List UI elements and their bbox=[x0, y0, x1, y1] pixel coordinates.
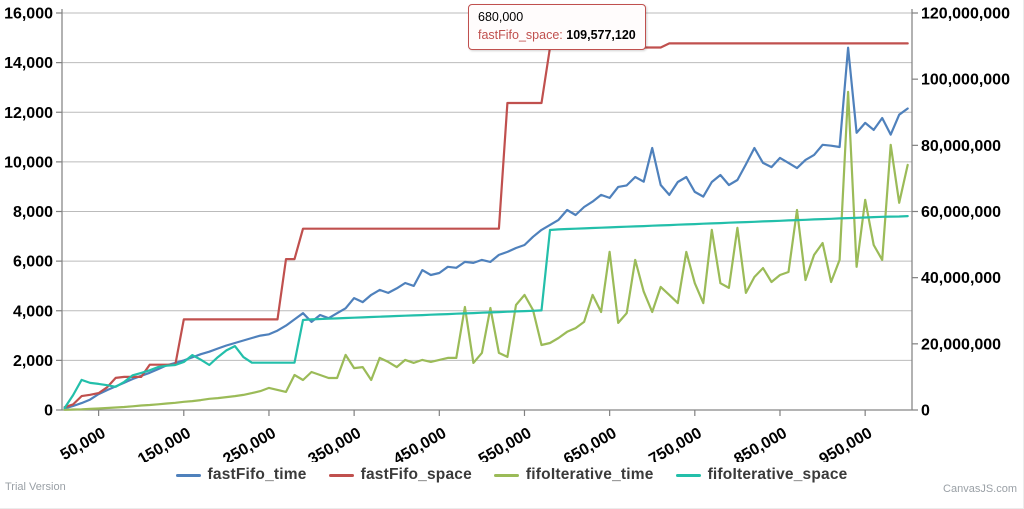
legend-label: fastFifo_time bbox=[207, 466, 307, 483]
legend-label: fastFifo_space bbox=[360, 466, 472, 483]
x-tick-label: 550,000 bbox=[476, 425, 535, 462]
x-tick-label: 150,000 bbox=[135, 425, 194, 462]
plot-area[interactable]: 0 2,000 4,000 6,000 8,000 10,000 12,000 14,000 1… bbox=[0, 0, 1024, 469]
x-tick-label: 850,000 bbox=[731, 425, 790, 462]
axis-tick-labels: 0 2,000 4,000 6,000 8,000 10,000 12,000 14,000 1… bbox=[4, 6, 1010, 469]
gridlines bbox=[62, 12, 912, 361]
axis-lines bbox=[56, 9, 918, 416]
y-left-tick-label: 14,000 bbox=[4, 55, 53, 72]
series-line-fifoIterative_space[interactable] bbox=[63, 215, 909, 410]
y-right-tick-label: 120,000,000 bbox=[921, 6, 1010, 23]
y-right-tick-label: 20,000,000 bbox=[921, 336, 1001, 353]
y-left-tick-label: 4,000 bbox=[13, 303, 53, 320]
series-line-fifoIterative_time[interactable] bbox=[63, 90, 909, 411]
legend-item-fifoIterative_space: fifoIterative_space bbox=[675, 466, 848, 484]
y-right-tick-label: 60,000,000 bbox=[921, 204, 1001, 221]
legend-label: fifoIterative_time bbox=[525, 466, 654, 483]
y-left-tick-label: 16,000 bbox=[4, 6, 53, 23]
canvasjs-credit-link[interactable]: CanvasJS.com bbox=[943, 483, 1017, 495]
x-tick-label: 750,000 bbox=[646, 425, 705, 462]
y-right-tick-label: 0 bbox=[921, 403, 930, 420]
y-left-tick-label: 6,000 bbox=[13, 254, 53, 271]
legend-item-fifoIterative_time: fifoIterative_time bbox=[493, 466, 654, 484]
legend: fastFifo_time fastFifo_space fifoIterative… bbox=[0, 466, 1023, 484]
x-tick-label: 350,000 bbox=[306, 425, 365, 462]
y-left-tick-label: 12,000 bbox=[4, 105, 53, 122]
y-left-tick-label: 2,000 bbox=[13, 353, 53, 370]
x-tick-label: 450,000 bbox=[391, 425, 450, 462]
series-line-fastFifo_time[interactable] bbox=[63, 46, 909, 410]
y-left-tick-label: 0 bbox=[44, 403, 53, 420]
y-left-tick-label: 10,000 bbox=[4, 154, 53, 171]
legend-line-marker bbox=[175, 473, 201, 477]
legend-line-marker bbox=[493, 473, 519, 477]
y-right-tick-label: 100,000,000 bbox=[921, 72, 1010, 89]
series-line-fastFifo_space[interactable] bbox=[63, 42, 909, 409]
x-tick-label: 650,000 bbox=[561, 425, 620, 462]
legend-item-fastFifo_time: fastFifo_time bbox=[175, 466, 307, 484]
y-left-tick-label: 8,000 bbox=[13, 204, 53, 221]
legend-line-marker bbox=[675, 473, 701, 477]
x-tick-label: 950,000 bbox=[817, 425, 876, 462]
x-tick-label: 250,000 bbox=[220, 425, 279, 462]
legend-line-marker bbox=[328, 473, 354, 477]
x-tick-label: 50,000 bbox=[58, 425, 109, 462]
y-right-tick-label: 40,000,000 bbox=[921, 270, 1001, 287]
legend-item-fastFifo_space: fastFifo_space bbox=[328, 466, 472, 484]
trial-version-watermark: Trial Version bbox=[5, 481, 66, 493]
legend-label: fifoIterative_space bbox=[707, 466, 848, 483]
y-right-tick-label: 80,000,000 bbox=[921, 138, 1001, 155]
